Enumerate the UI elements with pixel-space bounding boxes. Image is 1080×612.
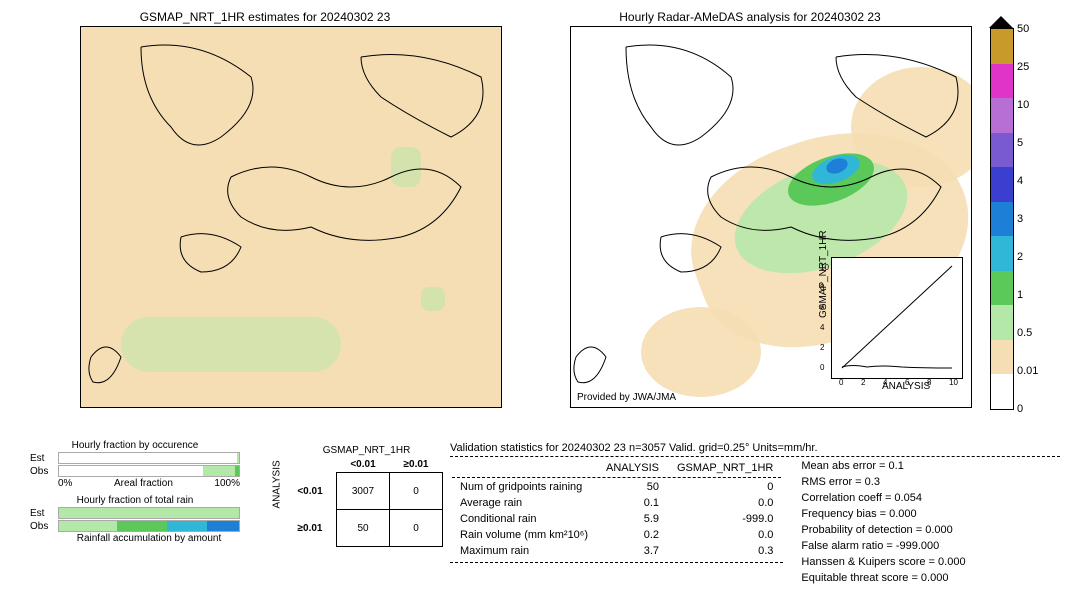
bar-row-label: Est (30, 508, 58, 519)
bar-segment (59, 453, 237, 463)
stats-list: Mean abs error = 0.1RMS error = 0.3Corre… (801, 459, 965, 587)
colorbar-label: 5 (1017, 137, 1023, 149)
colorbar-label: 4 (1017, 175, 1023, 187)
validation-panel: Validation statistics for 20240302 23 n=… (450, 442, 1060, 587)
right-map-panel: Hourly Radar-AMeDAS analysis for 2024030… (530, 10, 970, 408)
colorbar-label: 25 (1017, 61, 1029, 73)
bar-segment (167, 521, 207, 531)
stat-line: Probability of detection = 0.000 (801, 523, 965, 539)
cont-cell-00: 3007 (337, 473, 390, 510)
colorbar-segment (991, 236, 1013, 271)
scatter-inset: ANALYSIS GSMAP_NRT_1HR 00224466881010 (831, 257, 963, 379)
validation-row: Conditional rain5.9-999.0 (452, 512, 781, 526)
bar-row-label: Est (30, 453, 58, 464)
stat-line: Mean abs error = 0.1 (801, 459, 965, 475)
bar-track (58, 452, 240, 464)
colorbar-label: 0.5 (1017, 327, 1032, 339)
colorbar-segment (991, 374, 1013, 409)
validation-header: Validation statistics for 20240302 23 n=… (450, 442, 1060, 454)
bar-segment (117, 521, 167, 531)
left-map-frame: 25°N30°N35°N40°N45°N125°E130°E135°E140°E… (80, 26, 502, 408)
bar-row: Obs (30, 520, 240, 532)
colorbar-label: 10 (1017, 99, 1029, 111)
bar-segment (59, 466, 203, 476)
bar-segment (59, 508, 239, 518)
stat-line: Equitable threat score = 0.000 (801, 571, 965, 587)
occ-axis-left: 0% (58, 478, 72, 489)
bar-row: Est (30, 452, 240, 464)
validation-row: Rain volume (mm km²10⁶)0.20.0 (452, 528, 781, 542)
colorbar-label: 3 (1017, 213, 1023, 225)
colorbar-segment (991, 340, 1013, 375)
colorbar-label: 50 (1017, 23, 1029, 35)
stat-line: RMS error = 0.3 (801, 475, 965, 491)
stat-line: Correlation coeff = 0.054 (801, 491, 965, 507)
occ-axis-right: 100% (214, 478, 240, 489)
colorbar-label: 0.01 (1017, 365, 1038, 377)
colorbar-segment (991, 64, 1013, 99)
stat-line: False alarm ratio = -999.000 (801, 539, 965, 555)
colorbar-label: 2 (1017, 251, 1023, 263)
colorbar-segment (991, 271, 1013, 306)
totalrain-footer: Rainfall accumulation by amount (58, 533, 240, 544)
occ-axis-mid: Areal fraction (114, 478, 173, 489)
occurrence-title: Hourly fraction by occurence (30, 440, 240, 451)
bar-row-label: Obs (30, 521, 58, 532)
colorbar-label: 0 (1017, 403, 1023, 415)
bar-track (58, 465, 240, 477)
bar-segment (235, 466, 239, 476)
bar-segment (237, 453, 239, 463)
totalrain-title: Hourly fraction of total rain (30, 495, 240, 506)
cont-cell-10: 50 (337, 510, 390, 547)
fraction-bars-panel: Hourly fraction by occurence Est Obs 0% A… (30, 440, 240, 544)
colorbar-top-arrow (989, 16, 1013, 28)
contingency-col-header: GSMAP_NRT_1HR (290, 445, 443, 456)
provider-text: Provided by JWA/JMA (577, 392, 676, 403)
bar-row: Obs (30, 465, 240, 477)
colorbar-segment (991, 133, 1013, 168)
right-map-frame: ANALYSIS GSMAP_NRT_1HR 00224466881010 Pr… (570, 26, 972, 408)
validation-row: Num of gridpoints raining500 (452, 480, 781, 494)
contingency-table: <0.01 ≥0.01 <0.01 3007 0 ≥0.01 50 0 (284, 456, 443, 547)
bar-row: Est (30, 507, 240, 519)
bar-track (58, 507, 240, 519)
bar-track (58, 520, 240, 532)
left-map-panel: GSMAP_NRT_1HR estimates for 20240302 23 … (30, 10, 500, 408)
cont-cell-01: 0 (390, 473, 443, 510)
bar-segment (207, 521, 239, 531)
stat-line: Hanssen & Kuipers score = 0.000 (801, 555, 965, 571)
right-map-title: Hourly Radar-AMeDAS analysis for 2024030… (530, 10, 970, 24)
colorbar-segment (991, 202, 1013, 237)
colorbar-segment (991, 29, 1013, 64)
colorbar-segment (991, 305, 1013, 340)
contingency-row-header: ANALYSIS (272, 495, 283, 509)
bar-segment (203, 466, 235, 476)
validation-row: Maximum rain3.70.3 (452, 544, 781, 558)
contingency-panel: GSMAP_NRT_1HR ANALYSIS <0.01 ≥0.01 <0.01… (270, 445, 443, 547)
validation-row: Average rain0.10.0 (452, 496, 781, 510)
bar-row-label: Obs (30, 466, 58, 477)
colorbar: 00.010.512345102550 (990, 28, 1014, 410)
cont-cell-11: 0 (390, 510, 443, 547)
bar-segment (59, 521, 117, 531)
left-map-title: GSMAP_NRT_1HR estimates for 20240302 23 (30, 10, 500, 24)
colorbar-segment (991, 98, 1013, 133)
colorbar-label: 1 (1017, 289, 1023, 301)
validation-table: ANALYSISGSMAP_NRT_1HR Num of gridpoints … (450, 459, 783, 560)
stat-line: Frequency bias = 0.000 (801, 507, 965, 523)
colorbar-segment (991, 167, 1013, 202)
